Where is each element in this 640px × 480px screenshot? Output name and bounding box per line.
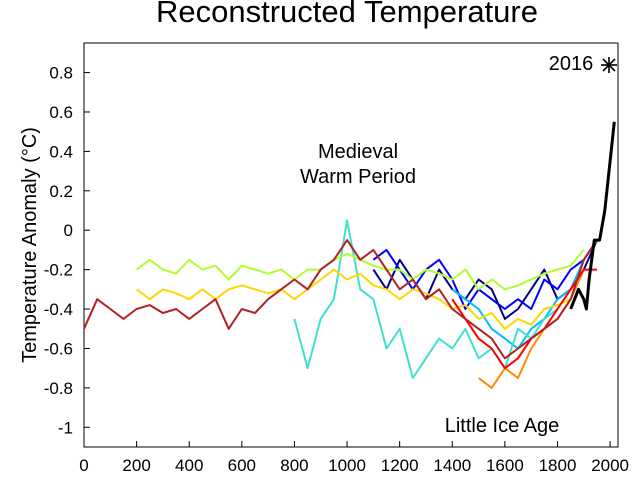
series-line — [83, 239, 598, 360]
series-line — [451, 268, 597, 370]
x-tick-label: 1000 — [328, 456, 366, 475]
y-tick-label: 0.2 — [49, 182, 73, 201]
y-tick-label: -0.6 — [44, 339, 73, 358]
x-tick-label: 2000 — [591, 456, 629, 475]
x-tick-label: 1600 — [486, 456, 524, 475]
y-tick-label: 0.4 — [49, 142, 73, 161]
y-tick-label: -1 — [58, 418, 73, 437]
y-tick-label: -0.2 — [44, 261, 73, 280]
series-layer — [83, 121, 616, 389]
axis-ticks: 0 200 400 600 800 1000 1200 1400 1600 1800 2000 -1 -… — [44, 64, 629, 475]
y-axis-label: Temperature Anomaly (°C) — [19, 127, 41, 363]
y-tick-label: 0.8 — [49, 64, 73, 83]
x-tick-label: 1800 — [539, 456, 577, 475]
chart-title: Reconstructed Temperature — [156, 0, 538, 29]
x-tick-label: 0 — [79, 456, 88, 475]
y-tick-label: 0.6 — [49, 103, 73, 122]
annotation-warm-period: Warm Period — [300, 166, 416, 188]
annotation-medieval: Medieval — [318, 141, 398, 163]
annotation-2016: 2016 — [549, 53, 594, 75]
series-line — [569, 121, 616, 311]
x-tick-label: 200 — [122, 456, 150, 475]
x-tick-label: 800 — [280, 456, 308, 475]
series-line — [136, 268, 585, 330]
x-tick-label: 1400 — [433, 456, 471, 475]
y-tick-label: 0 — [64, 221, 73, 240]
annotation-little-ice-age: Little Ice Age — [445, 415, 560, 437]
series-line — [372, 239, 598, 310]
x-tick-label: 400 — [175, 456, 203, 475]
y-tick-label: -0.4 — [44, 300, 73, 319]
x-tick-label: 1200 — [381, 456, 419, 475]
y-tick-label: -0.8 — [44, 379, 73, 398]
x-tick-label: 600 — [228, 456, 256, 475]
marker-2016-star — [601, 57, 617, 73]
